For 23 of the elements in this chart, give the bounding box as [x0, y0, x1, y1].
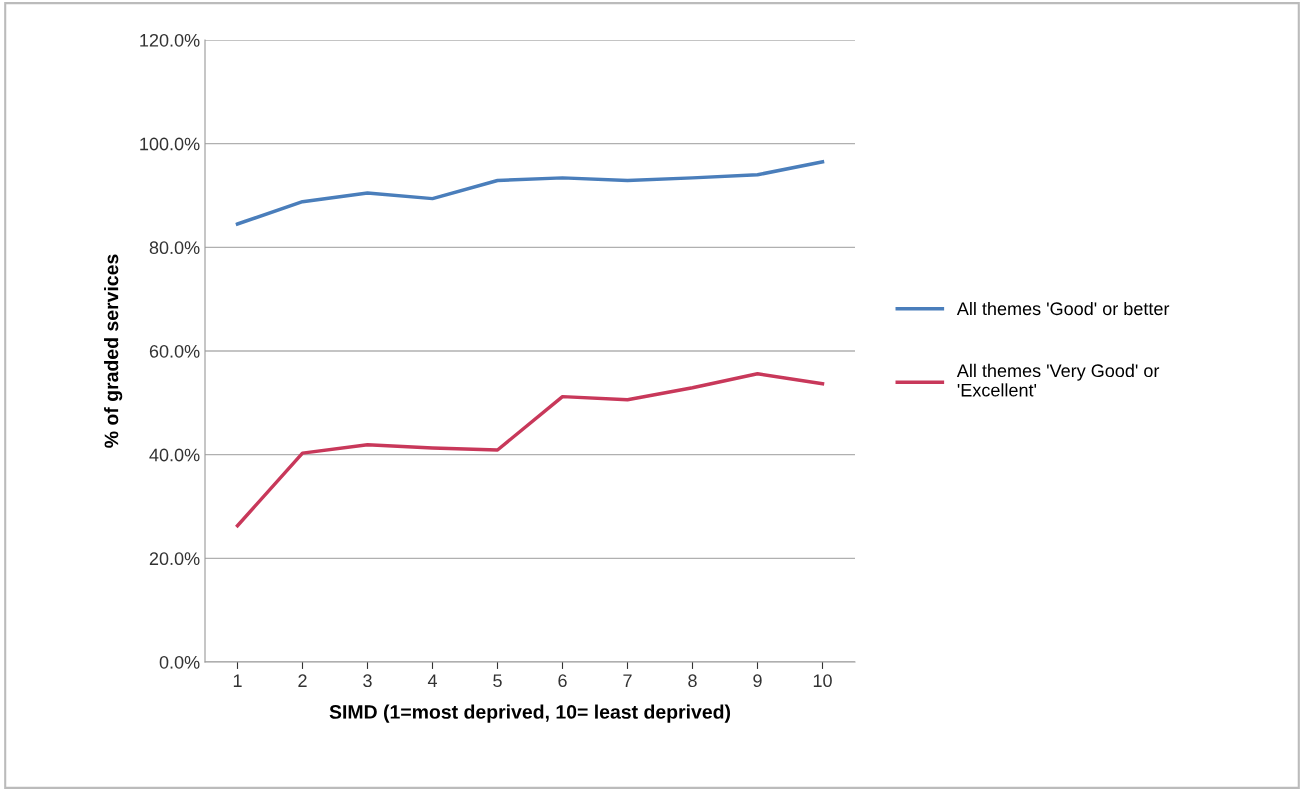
x-axis-title: SIMD (1=most deprived, 10= least deprived): [329, 704, 731, 723]
y-tick-label: 40.0%: [149, 448, 200, 462]
x-tick-label: 4: [427, 674, 437, 687]
y-tick-label: 100.0%: [140, 137, 200, 151]
x-tick-label: 7: [623, 674, 632, 687]
legend-label: All themes 'Very Good' or 'Excellent': [956, 363, 1160, 397]
x-tick-label: 2: [298, 674, 307, 687]
x-tick-label: 3: [363, 674, 372, 688]
y-tick-label: 80.0%: [149, 241, 200, 255]
y-tick-label: 0.0%: [159, 655, 200, 669]
y-tick-label: 20.0%: [149, 552, 200, 566]
y-tick-label: 120.0%: [140, 33, 200, 47]
legend-label: All themes 'Good' or better: [956, 301, 1170, 316]
y-tick-label: 60.0%: [149, 344, 200, 358]
y-axis-title: % of graded services: [104, 254, 123, 448]
x-tick-label: 1: [233, 674, 242, 687]
line-series: [235, 160, 825, 226]
x-tick-label: 5: [493, 674, 502, 688]
x-tick-label: 8: [688, 674, 697, 688]
x-tick-label: 9: [753, 674, 762, 688]
line-series: [235, 372, 825, 528]
x-tick-label: 10: [813, 674, 832, 688]
x-tick-label: 6: [558, 674, 567, 688]
